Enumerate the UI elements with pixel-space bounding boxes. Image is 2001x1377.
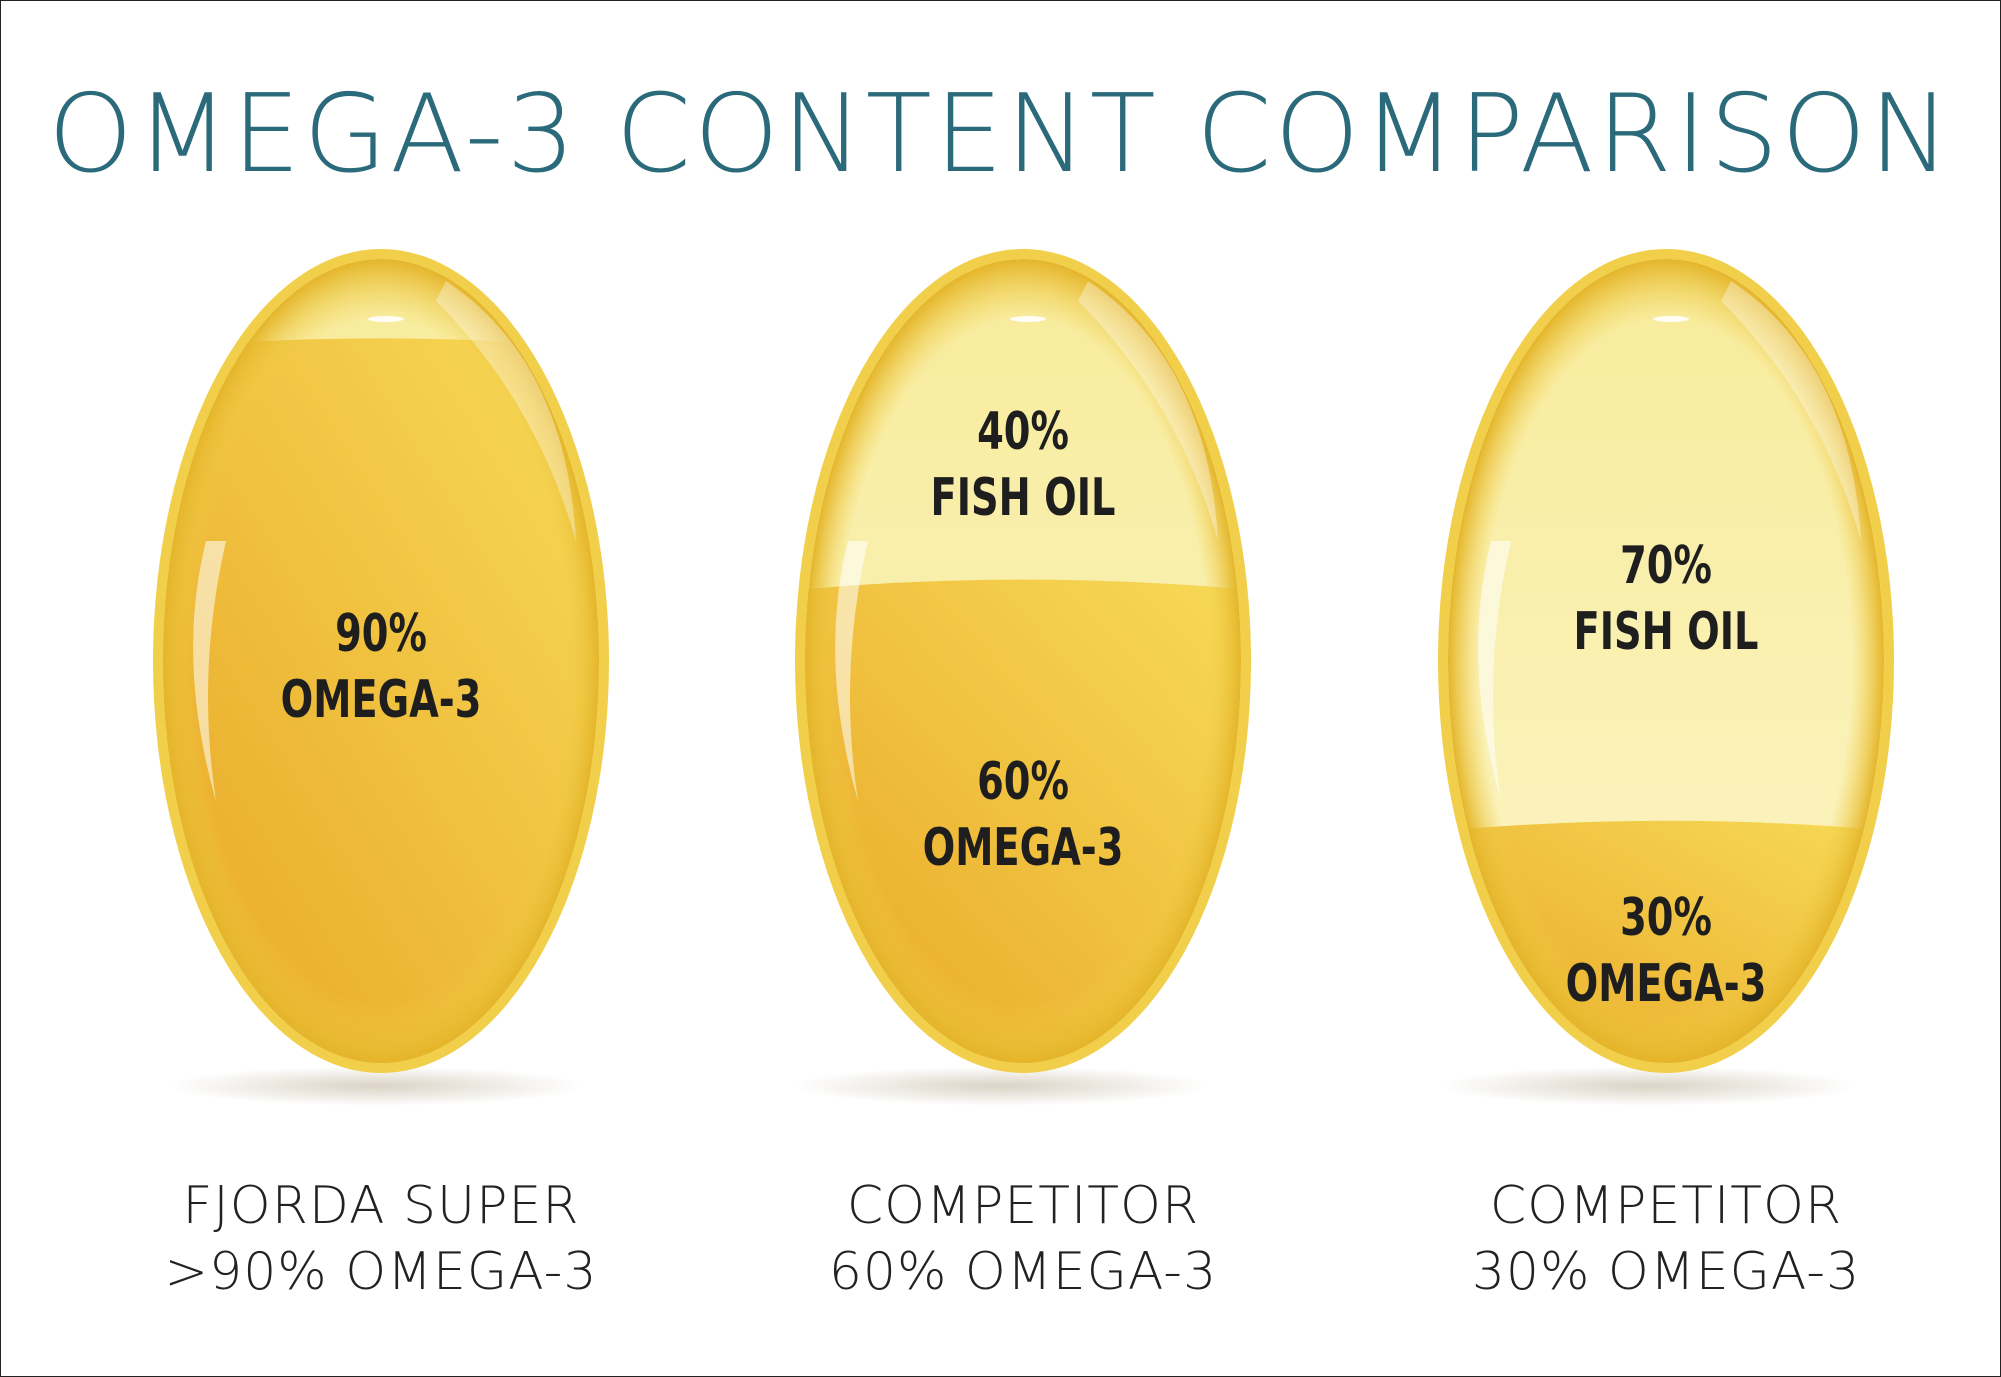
omega-percent-label: 30% [1620, 888, 1712, 948]
caption-competitor-30: COMPETITOR 30% OMEGA-3 [1366, 1173, 1966, 1305]
fish-oil-percent-label: 70% [1620, 536, 1712, 596]
highlight-spot [1653, 316, 1689, 322]
capsule-shadow [1438, 1066, 1858, 1106]
caption-omega-content: >90% OMEGA-3 [164, 1242, 598, 1302]
omega-percent-label: 90% [335, 604, 427, 664]
fish-oil-percent-label: 40% [977, 402, 1069, 462]
capsule-competitor-60: 40% FISH OIL 60% OMEGA-3 [788, 241, 1258, 1081]
caption-product-name: FJORDA SUPER [182, 1176, 580, 1236]
highlight-right [436, 281, 576, 541]
highlight-left [1478, 541, 1511, 801]
highlight-left [835, 541, 868, 801]
omega-percent-label: 60% [977, 752, 1069, 812]
highlight-spot [368, 316, 404, 322]
capsule-graphic [795, 249, 1251, 1073]
caption-omega-content: 30% OMEGA-3 [1471, 1242, 1861, 1302]
omega-name-label: OMEGA-3 [922, 818, 1124, 878]
highlight-spot [1010, 316, 1046, 322]
capsule-shadow [791, 1066, 1211, 1106]
caption-product-name: COMPETITOR [1489, 1176, 1843, 1236]
caption-fjorda-super: FJORDA SUPER >90% OMEGA-3 [81, 1173, 681, 1305]
capsule-graphic [1438, 249, 1894, 1073]
omega-name-label: OMEGA-3 [1565, 954, 1767, 1014]
highlight-left [193, 541, 226, 801]
omega-name-label: OMEGA-3 [280, 670, 482, 730]
fish-oil-name-label: FISH OIL [930, 468, 1116, 528]
caption-omega-content: 60% OMEGA-3 [828, 1242, 1218, 1302]
capsule-graphic [153, 249, 609, 1073]
capsule-competitor-30: 70% FISH OIL 30% OMEGA-3 [1431, 241, 1901, 1081]
highlight-right [1721, 281, 1861, 541]
fish-oil-name-label: FISH OIL [1573, 602, 1759, 662]
page-title: OMEGA-3 CONTENT COMPARISON [47, 72, 1954, 197]
capsule-fjorda-super: 90% OMEGA-3 [146, 241, 616, 1081]
caption-competitor-60: COMPETITOR 60% OMEGA-3 [723, 1173, 1323, 1305]
caption-product-name: COMPETITOR [846, 1176, 1200, 1236]
highlight-right [1078, 281, 1218, 541]
